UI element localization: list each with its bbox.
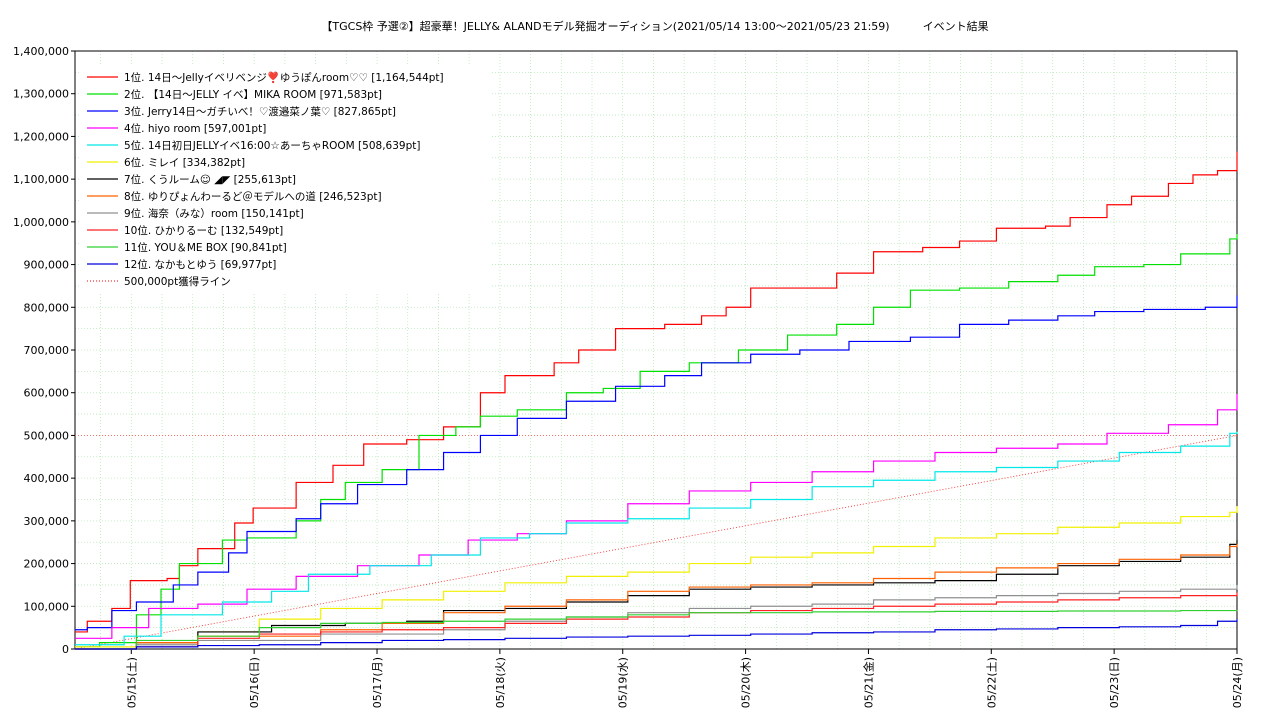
chart-title: 【TGCS枠 予選②】超豪華！JELLY& ALANDモデル発掘オーディション(… bbox=[321, 19, 988, 33]
legend-label: 8位. ゆりぴょんわーるど＠モデルへの道 [246,523pt] bbox=[124, 190, 382, 203]
legend-label: 5位. 14日初日JELLYイベ16:00☆あーちゃROOM [508,639p… bbox=[124, 139, 420, 152]
x-tick-label: 05/21(金) bbox=[861, 657, 875, 708]
series-line-1 bbox=[75, 151, 1238, 633]
y-tick-label: 200,000 bbox=[24, 558, 70, 571]
legend-label: 2位. 【14日〜JELLY イベ】MIKA ROOM [971,583pt] bbox=[124, 88, 382, 101]
series-line-11 bbox=[75, 609, 1238, 650]
legend-label: 4位. hiyo room [597,001pt] bbox=[124, 122, 266, 135]
series-lines bbox=[74, 151, 1238, 650]
legend-label: 1位. 14日〜Jellyイベリベンジ❣️ゆうぽんroom♡♡ [1,164,5… bbox=[124, 71, 444, 84]
legend-label: 11位. YOU＆ME BOX [90,841pt] bbox=[124, 241, 287, 254]
y-tick-label: 1,200,000 bbox=[13, 130, 69, 143]
y-tick-label: 500,000 bbox=[24, 429, 70, 442]
x-tick-label: 05/22(土) bbox=[985, 657, 998, 708]
series-line-12 bbox=[75, 619, 1238, 650]
y-tick-label: 600,000 bbox=[24, 387, 70, 400]
y-tick-label: 0 bbox=[62, 643, 69, 656]
legend-label: 12位. なかもとゆう [69,977pt] bbox=[124, 258, 276, 271]
y-tick-label: 900,000 bbox=[24, 259, 70, 272]
x-tick-label: 05/23(日) bbox=[1108, 657, 1121, 708]
series-line-6 bbox=[75, 506, 1238, 648]
y-tick-label: 800,000 bbox=[24, 301, 70, 314]
legend-label: 6位. ミレイ [334,382pt] bbox=[124, 156, 245, 169]
x-tick-label: 05/17(月) bbox=[371, 657, 384, 708]
series-line-5 bbox=[75, 431, 1238, 646]
y-tick-label: 1,300,000 bbox=[13, 88, 69, 101]
axes: 0 100,000 200,000 300,000 400,000 500,000 600,… bbox=[13, 45, 1244, 708]
y-tick-label: 300,000 bbox=[24, 515, 70, 528]
legend-label: 7位. くうルーム☺︎ ◢◤ [255,613pt] bbox=[124, 173, 296, 186]
legend-label: 3位. Jerry14日〜ガチいべ！♡渡邉菜ノ葉♡ [827,865pt] bbox=[124, 105, 396, 118]
y-tick-label: 1,100,000 bbox=[13, 173, 69, 186]
legend-label: 9位. 海奈（みな）room [150,141pt] bbox=[124, 207, 304, 220]
legend: 1位. 14日〜Jellyイベリベンジ❣️ゆうぽんroom♡♡ [1,164,5… bbox=[80, 65, 490, 293]
series-line-10 bbox=[75, 592, 1238, 650]
y-tick-label: 1,400,000 bbox=[13, 45, 69, 58]
x-tick-label: 05/15(土) bbox=[125, 657, 138, 708]
reference-line bbox=[74, 434, 1238, 650]
y-tick-label: 700,000 bbox=[24, 344, 70, 357]
y-tick-label: 100,000 bbox=[24, 600, 70, 613]
x-tick-label: 05/20(木) bbox=[740, 657, 753, 708]
series-line-2 bbox=[75, 233, 1238, 648]
x-tick-label: 05/16(日) bbox=[248, 657, 261, 708]
x-tick-label: 05/24(月) bbox=[1231, 657, 1244, 708]
legend-label: 10位. ひかりるーむ [132,549pt] bbox=[124, 224, 283, 237]
legend-box bbox=[80, 65, 490, 293]
series-line-9 bbox=[75, 584, 1238, 650]
series-line-8 bbox=[75, 543, 1238, 650]
legend-label: 500,000pt獲得ライン bbox=[124, 275, 231, 288]
series-line-3 bbox=[75, 295, 1238, 631]
y-tick-label: 400,000 bbox=[24, 472, 70, 485]
series-line-4 bbox=[75, 393, 1238, 639]
x-tick-label: 05/18(火) bbox=[494, 657, 507, 708]
y-tick-label: 1,000,000 bbox=[13, 216, 69, 229]
x-tick-label: 05/19(水) bbox=[617, 657, 630, 708]
